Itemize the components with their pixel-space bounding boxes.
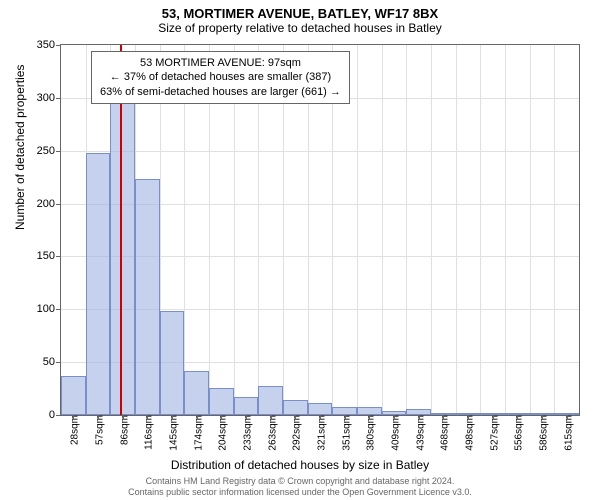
x-tick-label: 439sqm: [411, 415, 426, 451]
footer-attribution: Contains HM Land Registry data © Crown c…: [0, 476, 600, 498]
bar: [530, 413, 555, 415]
bar: [406, 409, 431, 415]
x-axis-label: Distribution of detached houses by size …: [0, 458, 600, 472]
x-tick-label: 409sqm: [387, 415, 402, 451]
gridline-vertical: [431, 45, 432, 415]
gridline-vertical: [456, 45, 457, 415]
x-tick-mark: [271, 415, 272, 420]
plot-area: 05010015020025030035028sqm57sqm86sqm116s…: [60, 44, 580, 416]
x-tick-label: 527sqm: [485, 415, 500, 451]
x-tick-label: 380sqm: [362, 415, 377, 451]
bar: [357, 407, 382, 415]
x-tick-mark: [320, 415, 321, 420]
x-tick-mark: [493, 415, 494, 420]
footer-line-2: Contains public sector information licen…: [0, 487, 600, 498]
gridline-vertical: [530, 45, 531, 415]
info-line-1: 53 MORTIMER AVENUE: 97sqm: [100, 56, 341, 70]
x-tick-label: 116sqm: [140, 415, 155, 450]
x-tick-label: 145sqm: [165, 415, 180, 451]
bar: [86, 153, 111, 415]
gridline-vertical: [357, 45, 358, 415]
x-tick-mark: [98, 415, 99, 420]
footer-line-1: Contains HM Land Registry data © Crown c…: [0, 476, 600, 487]
y-tick-mark: [56, 415, 61, 416]
bar: [382, 411, 407, 415]
x-tick-mark: [468, 415, 469, 420]
chart-title: 53, MORTIMER AVENUE, BATLEY, WF17 8BX: [0, 0, 600, 21]
x-tick-mark: [123, 415, 124, 420]
x-tick-mark: [197, 415, 198, 420]
x-tick-mark: [517, 415, 518, 420]
info-line-3: 63% of semi-detached houses are larger (…: [100, 85, 341, 99]
bar: [456, 413, 481, 415]
x-tick-mark: [542, 415, 543, 420]
bar: [234, 397, 259, 415]
y-tick-mark: [56, 256, 61, 257]
bar: [160, 311, 185, 415]
bar: [480, 413, 505, 415]
x-tick-mark: [147, 415, 148, 420]
bar: [135, 179, 160, 415]
bar: [61, 376, 86, 415]
x-tick-label: 351sqm: [337, 415, 352, 451]
gridline-vertical: [382, 45, 383, 415]
bar: [505, 413, 530, 415]
x-tick-label: 556sqm: [510, 415, 525, 451]
bar: [283, 400, 308, 415]
x-tick-mark: [567, 415, 568, 420]
x-tick-label: 263sqm: [263, 415, 278, 451]
x-tick-mark: [73, 415, 74, 420]
chart-container: 53, MORTIMER AVENUE, BATLEY, WF17 8BX Si…: [0, 0, 600, 500]
x-tick-mark: [419, 415, 420, 420]
x-tick-mark: [443, 415, 444, 420]
y-tick-mark: [56, 45, 61, 46]
gridline-vertical: [406, 45, 407, 415]
gridline-vertical: [480, 45, 481, 415]
bar: [431, 413, 456, 415]
bar: [209, 388, 234, 415]
y-axis-label: Number of detached properties: [13, 65, 27, 230]
x-tick-label: 498sqm: [461, 415, 476, 451]
gridline-horizontal: [61, 151, 579, 152]
x-tick-label: 586sqm: [535, 415, 550, 451]
x-tick-mark: [221, 415, 222, 420]
info-box: 53 MORTIMER AVENUE: 97sqm ← 37% of detac…: [91, 51, 350, 104]
x-tick-label: 321sqm: [313, 415, 328, 451]
x-tick-label: 204sqm: [214, 415, 229, 451]
bar: [110, 85, 135, 415]
y-tick-mark: [56, 362, 61, 363]
y-tick-mark: [56, 151, 61, 152]
x-tick-label: 615sqm: [559, 415, 574, 451]
bar: [258, 386, 283, 415]
x-tick-mark: [246, 415, 247, 420]
x-tick-mark: [369, 415, 370, 420]
bar: [554, 413, 579, 415]
x-tick-label: 233sqm: [239, 415, 254, 451]
bar: [332, 407, 357, 415]
y-tick-mark: [56, 204, 61, 205]
chart-subtitle: Size of property relative to detached ho…: [0, 21, 600, 39]
x-tick-label: 174sqm: [189, 415, 204, 451]
x-tick-mark: [394, 415, 395, 420]
info-line-2: ← 37% of detached houses are smaller (38…: [100, 70, 341, 84]
gridline-vertical: [505, 45, 506, 415]
x-tick-mark: [345, 415, 346, 420]
y-tick-mark: [56, 98, 61, 99]
bar: [184, 371, 209, 415]
x-tick-mark: [172, 415, 173, 420]
x-tick-label: 468sqm: [436, 415, 451, 451]
x-tick-label: 292sqm: [288, 415, 303, 451]
x-tick-mark: [295, 415, 296, 420]
y-tick-mark: [56, 309, 61, 310]
gridline-vertical: [554, 45, 555, 415]
bar: [308, 403, 333, 415]
